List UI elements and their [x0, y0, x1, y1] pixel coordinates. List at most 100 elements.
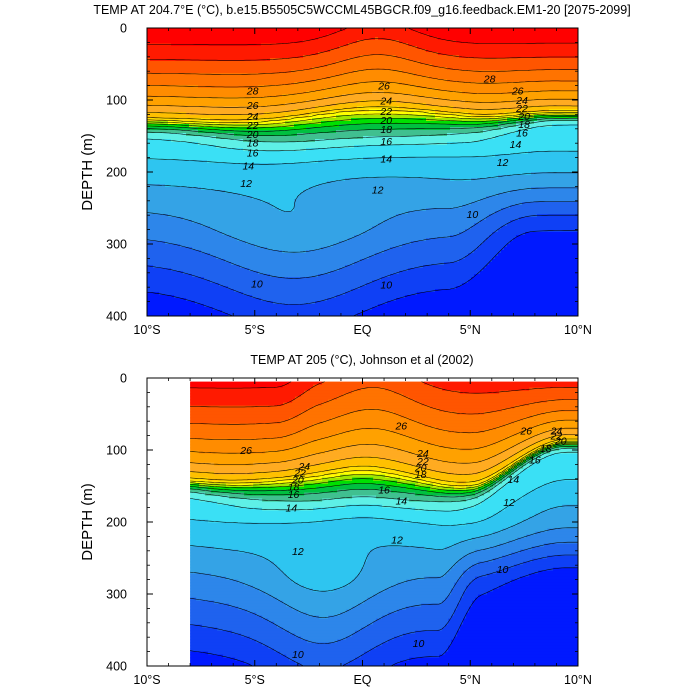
contour-fill-cell	[315, 301, 388, 305]
contour-fill-cell	[517, 468, 524, 473]
contour-fill-cell	[147, 142, 199, 146]
contour-fill-cell	[262, 642, 383, 647]
contour-fill-cell	[190, 642, 263, 647]
contour-fill-cell	[507, 244, 578, 248]
contour-fill-cell	[438, 37, 578, 41]
contour-fill-cell	[472, 564, 515, 569]
contour-fill-cell	[429, 34, 578, 38]
contour-line-9	[147, 214, 578, 305]
contour-fill-cell	[378, 37, 439, 41]
contour-fill-cell	[268, 645, 377, 650]
contour-fill-cell	[496, 489, 533, 494]
contour-fill-cell	[448, 471, 479, 476]
contour-fill-cell	[501, 226, 578, 230]
contour-fill-cell	[289, 447, 338, 452]
contour-fill-cell	[376, 495, 479, 500]
contour-fill-cell	[447, 142, 578, 146]
contour-fill-cell	[219, 283, 367, 287]
contour-fill-cell	[418, 465, 494, 470]
contour-fill-cell	[357, 106, 400, 110]
contour-fill-cell	[286, 654, 362, 659]
contour-fill-cell	[366, 283, 463, 287]
contour-fill-cell	[190, 648, 275, 653]
contour-fill-cell	[415, 483, 434, 488]
contour-fill-cell	[399, 82, 578, 86]
contour-fill-cell	[541, 438, 557, 443]
contour-fill-cell	[523, 468, 578, 473]
contour-fill-cell	[318, 37, 376, 41]
contour-fill-cell	[394, 663, 578, 666]
contour-fill-cell	[147, 43, 172, 47]
contour-fill-cell	[352, 633, 404, 638]
contour-fill-cell	[460, 390, 500, 395]
contour-fill-cell	[523, 417, 578, 422]
contour-fill-cell	[268, 558, 368, 563]
contour-fill-cell	[301, 456, 353, 461]
contour-fill-cell	[478, 471, 494, 476]
contour-fill-cell	[397, 609, 455, 614]
contour-fill-cell	[349, 465, 380, 470]
contour-fill-cell	[147, 244, 181, 248]
contour-fill-cell	[547, 429, 578, 434]
contour-fill-cell	[526, 462, 533, 467]
contour-fill-cell	[460, 540, 509, 545]
contour-fill-cell	[508, 435, 533, 440]
contour-fill-cell	[295, 477, 323, 482]
contour-fill-cell	[387, 301, 578, 305]
contour-fill-cell	[349, 411, 395, 416]
contour-fill-cell	[186, 298, 262, 302]
contour-line-12	[190, 505, 578, 592]
contour-fill-cell	[310, 453, 419, 458]
contour-fill-cell	[459, 259, 493, 263]
contour-fill-cell	[426, 103, 578, 107]
contour-fill-cell	[147, 241, 166, 245]
contour-fill-cell	[504, 247, 578, 251]
contour-fill-cell	[454, 612, 467, 617]
contour-fill-cell	[424, 576, 461, 581]
contour-label: 24	[246, 111, 259, 123]
contour-fill-cell	[330, 271, 400, 275]
contour-fill-cell	[339, 268, 409, 272]
contour-fill-cell	[352, 516, 374, 521]
contour-fill-cell	[336, 115, 436, 119]
contour-fill-cell	[526, 456, 530, 461]
contour-fill-cell	[417, 292, 578, 296]
contour-fill-cell	[201, 187, 310, 191]
contour-label: 12	[503, 497, 515, 509]
contour-fill-cell	[286, 603, 359, 608]
contour-fill-cell	[283, 600, 365, 605]
contour-fill-cell	[367, 558, 461, 563]
contour-fill-cell	[147, 97, 325, 101]
contour-fill-cell	[502, 477, 506, 482]
contour-fill-cell	[340, 414, 401, 419]
contour-fill-cell	[190, 435, 284, 440]
contour-fill-cell	[147, 49, 331, 53]
contour-fill-cell	[457, 411, 485, 416]
contour-label: 26	[246, 100, 259, 112]
contour-fill-cell	[336, 103, 427, 107]
contour-fill-cell	[384, 220, 481, 224]
contour-fill-cell	[147, 226, 211, 230]
contour-fill-cell	[292, 606, 353, 611]
contour-fill-cell	[514, 465, 518, 470]
contour-fill-cell	[165, 184, 319, 188]
contour-fill-cell	[550, 420, 578, 425]
contour-fill-cell	[469, 582, 506, 587]
contour-fill-cell	[310, 387, 362, 392]
contour-label: 26	[511, 86, 524, 98]
contour-fill-cell	[547, 441, 554, 446]
contour-fill-cell	[183, 217, 391, 221]
contour-line-15	[147, 120, 578, 143]
contour-fill-cell	[343, 585, 392, 590]
contour-fill-cell	[190, 417, 290, 422]
contour-fill-cell	[300, 193, 499, 197]
contour-fill-cell	[186, 112, 265, 116]
contour-fill-cell	[259, 477, 296, 482]
contour-fill-cell	[348, 238, 427, 242]
contour-fill-cell	[339, 46, 418, 50]
contour-fill-cell	[535, 531, 578, 536]
contour-fill-cell	[487, 468, 500, 473]
contour-label: 14	[395, 495, 407, 507]
contour-fill-cell	[532, 489, 578, 494]
contour-fill-cell	[147, 163, 578, 167]
